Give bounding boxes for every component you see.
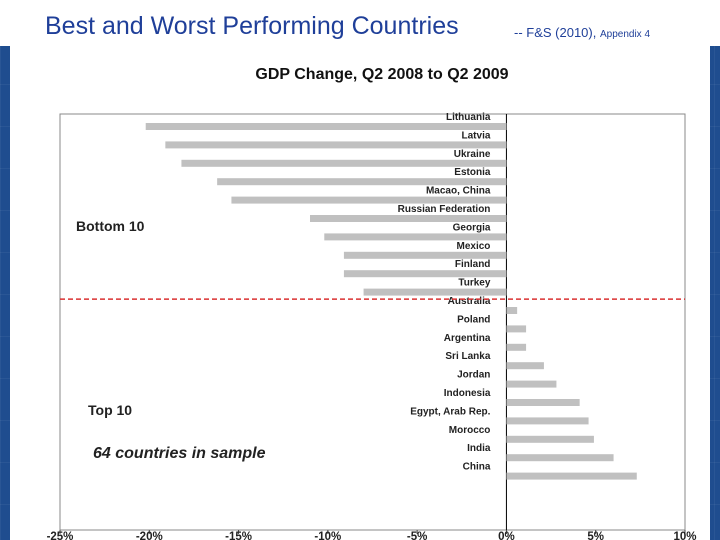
bar-morocco [506,435,594,443]
x-tick-label: -15% [225,531,252,540]
bar-russian-federation [310,215,507,222]
bar-finland [343,270,507,278]
slide-subtitle: -- F&S (2010), Appendix 4 [514,25,650,40]
category-label: India [467,443,491,454]
plot-frame [59,113,686,531]
x-tick-label: 5% [587,531,604,540]
category-label: Turkey [458,278,490,289]
bar-jordan [506,380,557,388]
x-tick-label: -20% [136,531,163,540]
category-label: Argentina [444,333,491,344]
bar-sri-lanka [506,362,544,370]
bar-egypt-arab-rep- [506,417,589,425]
category-label: Lithuania [446,112,491,123]
x-tick-label: 0% [498,531,515,540]
annotation-top-10: Top 10 [88,402,132,418]
category-label: Indonesia [444,388,491,399]
bar-lithuania [145,123,507,130]
bar-latvia [165,141,507,149]
category-label: Jordan [457,370,490,381]
bar-australia [506,307,518,314]
x-tick-label: -25% [47,531,74,540]
chart-area: GDP Change, Q2 2008 to Q2 2009 Lithuania L… [10,46,710,540]
chart-title: GDP Change, Q2 2008 to Q2 2009 [255,66,508,83]
category-label: Egypt, Arab Rep. [410,406,490,417]
category-label: Georgia [453,222,491,233]
category-label: Australia [448,296,491,307]
annotation-sample-size: 64 countries in sample [93,445,266,462]
bar-ukraine [181,159,507,167]
category-label: Mexico [457,241,491,252]
bar-china [506,472,637,480]
x-tick-label: -5% [407,531,427,540]
category-label: Morocco [449,425,491,436]
x-tick-label: 10% [673,531,696,540]
subtitle-citation: -- F&S (2010), [514,25,597,40]
bar-macao-china [231,196,507,204]
slide-header: Best and Worst Performing Countries -- F… [0,0,720,46]
gdp-change-chart: GDP Change, Q2 2008 to Q2 2009 Lithuania L… [47,66,697,540]
bar-poland [506,325,527,333]
bar-argentina [506,343,527,351]
category-label: Estonia [454,167,491,178]
category-label: Macao, China [426,186,491,197]
subtitle-appendix: Appendix 4 [599,29,651,40]
bar-india [506,454,614,462]
slide-title: Best and Worst Performing Countries [45,12,459,40]
x-tick-label: -10% [314,531,341,540]
bar-estonia [217,178,507,186]
category-label: Ukraine [454,149,491,160]
bar-mexico [343,251,507,259]
category-label: Finland [455,259,491,270]
category-label: Latvia [462,130,491,141]
bar-indonesia [506,399,580,406]
category-label: Sri Lanka [445,351,490,362]
category-label: Russian Federation [398,204,491,215]
bar-georgia [324,233,507,241]
category-label: China [463,462,491,473]
category-label: Poland [457,314,490,325]
annotation-bottom-10: Bottom 10 [76,218,145,234]
bar-turkey [363,288,507,296]
